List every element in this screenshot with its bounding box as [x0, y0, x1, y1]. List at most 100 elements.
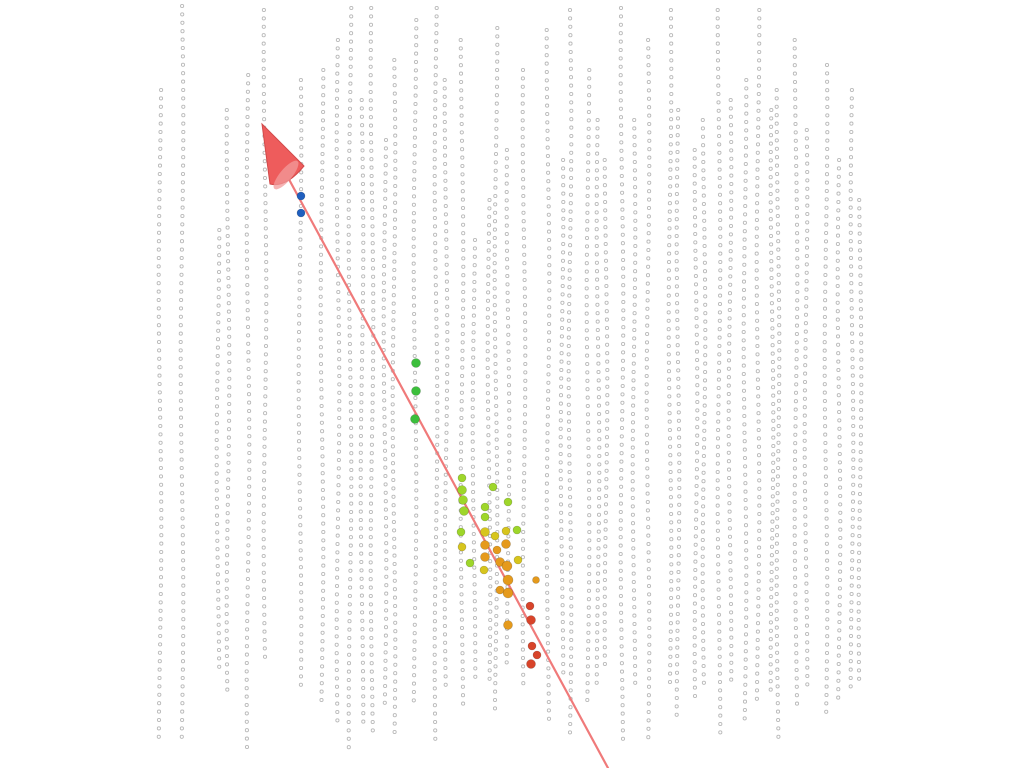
sensor-module — [368, 526, 373, 531]
sensor-module — [802, 405, 807, 410]
sensor-module — [718, 696, 723, 701]
sensor-module — [179, 239, 185, 244]
sensor-module — [727, 349, 732, 355]
sensor-module — [743, 691, 748, 696]
sensor-module — [544, 523, 549, 528]
sensor-module — [320, 445, 325, 451]
sensor-module — [297, 313, 302, 318]
sensor-module — [850, 348, 855, 353]
sensor-module — [793, 617, 798, 622]
sensor-module — [347, 619, 352, 624]
sensor-string — [835, 157, 843, 700]
sensor-module — [668, 486, 673, 491]
sensor-module — [822, 373, 827, 378]
sensor-module — [802, 489, 808, 494]
sensor-module — [743, 178, 748, 183]
sensor-module — [215, 395, 220, 401]
sensor-module — [703, 327, 708, 333]
sensor-module — [392, 704, 397, 709]
sensor-module — [381, 381, 387, 386]
sensor-module — [728, 232, 733, 237]
sensor-module — [472, 246, 477, 251]
sensor-module — [619, 131, 624, 137]
sensor-module — [560, 275, 565, 280]
sensor-module — [568, 49, 573, 55]
sensor-module — [321, 84, 326, 89]
sensor-module — [546, 363, 551, 369]
sensor-module — [586, 462, 591, 467]
sensor-module — [443, 178, 448, 183]
sensor-module — [823, 281, 828, 286]
sensor-module — [226, 292, 231, 297]
sensor-module — [776, 423, 781, 429]
sensor-module — [224, 637, 229, 642]
sensor-module — [296, 329, 302, 335]
sensor-module — [459, 432, 464, 437]
sensor-module — [336, 331, 341, 337]
sensor-module — [585, 177, 590, 182]
sensor-module — [630, 437, 635, 442]
sensor-module — [224, 183, 230, 188]
sensor-module — [836, 670, 841, 675]
sensor-module — [393, 687, 398, 693]
sensor-module — [504, 635, 509, 640]
sensor-module — [298, 245, 303, 251]
sensor-module — [769, 116, 774, 121]
sensor-module — [675, 116, 681, 121]
sensor-module — [569, 142, 574, 147]
sensor-string — [602, 157, 610, 667]
sensor-module — [558, 451, 563, 457]
sensor-module — [718, 268, 723, 273]
sensor-module — [384, 557, 389, 563]
sensor-module — [596, 512, 602, 517]
sensor-module — [594, 680, 599, 685]
sensor-module — [769, 301, 774, 306]
sensor-module — [668, 637, 673, 643]
sensor-module — [319, 193, 324, 199]
sensor-module — [459, 382, 465, 387]
sensor-module — [715, 503, 720, 508]
sensor-module — [667, 226, 672, 231]
sensor-module — [346, 249, 351, 254]
sensor-module — [757, 511, 762, 517]
sensor-module — [494, 580, 499, 585]
sensor-module — [522, 454, 527, 459]
hit-module — [532, 576, 540, 584]
sensor-module — [523, 336, 528, 341]
sensor-module — [795, 315, 800, 320]
sensor-module — [603, 216, 608, 221]
sensor-module — [296, 388, 301, 393]
sensor-string-grid — [156, 3, 864, 750]
sensor-module — [412, 345, 417, 350]
sensor-module — [595, 588, 600, 593]
sensor-module — [547, 271, 552, 276]
sensor-module — [298, 556, 303, 561]
sensor-module — [382, 398, 387, 403]
sensor-module — [263, 385, 268, 391]
sensor-module — [414, 471, 419, 476]
sensor-module — [347, 627, 352, 632]
sensor-module — [521, 538, 526, 543]
sensor-module — [334, 130, 339, 135]
sensor-module — [692, 164, 697, 169]
sensor-module — [544, 44, 549, 49]
sensor-module — [597, 479, 602, 484]
sensor-module — [433, 543, 438, 548]
sensor-module — [442, 539, 447, 545]
sensor-module — [545, 111, 550, 117]
sensor-module — [158, 457, 163, 462]
sensor-module — [700, 117, 705, 123]
sensor-module — [644, 415, 649, 421]
sensor-module — [667, 427, 672, 433]
sensor-module — [492, 269, 497, 274]
sensor-module — [262, 419, 267, 424]
sensor-module — [369, 652, 374, 657]
sensor-module — [443, 195, 448, 200]
sensor-module — [486, 273, 491, 278]
sensor-module — [383, 473, 388, 479]
sensor-module — [383, 163, 388, 168]
sensor-module — [298, 565, 303, 570]
sensor-module — [247, 425, 252, 430]
sensor-module — [445, 321, 450, 326]
sensor-module — [359, 408, 364, 413]
